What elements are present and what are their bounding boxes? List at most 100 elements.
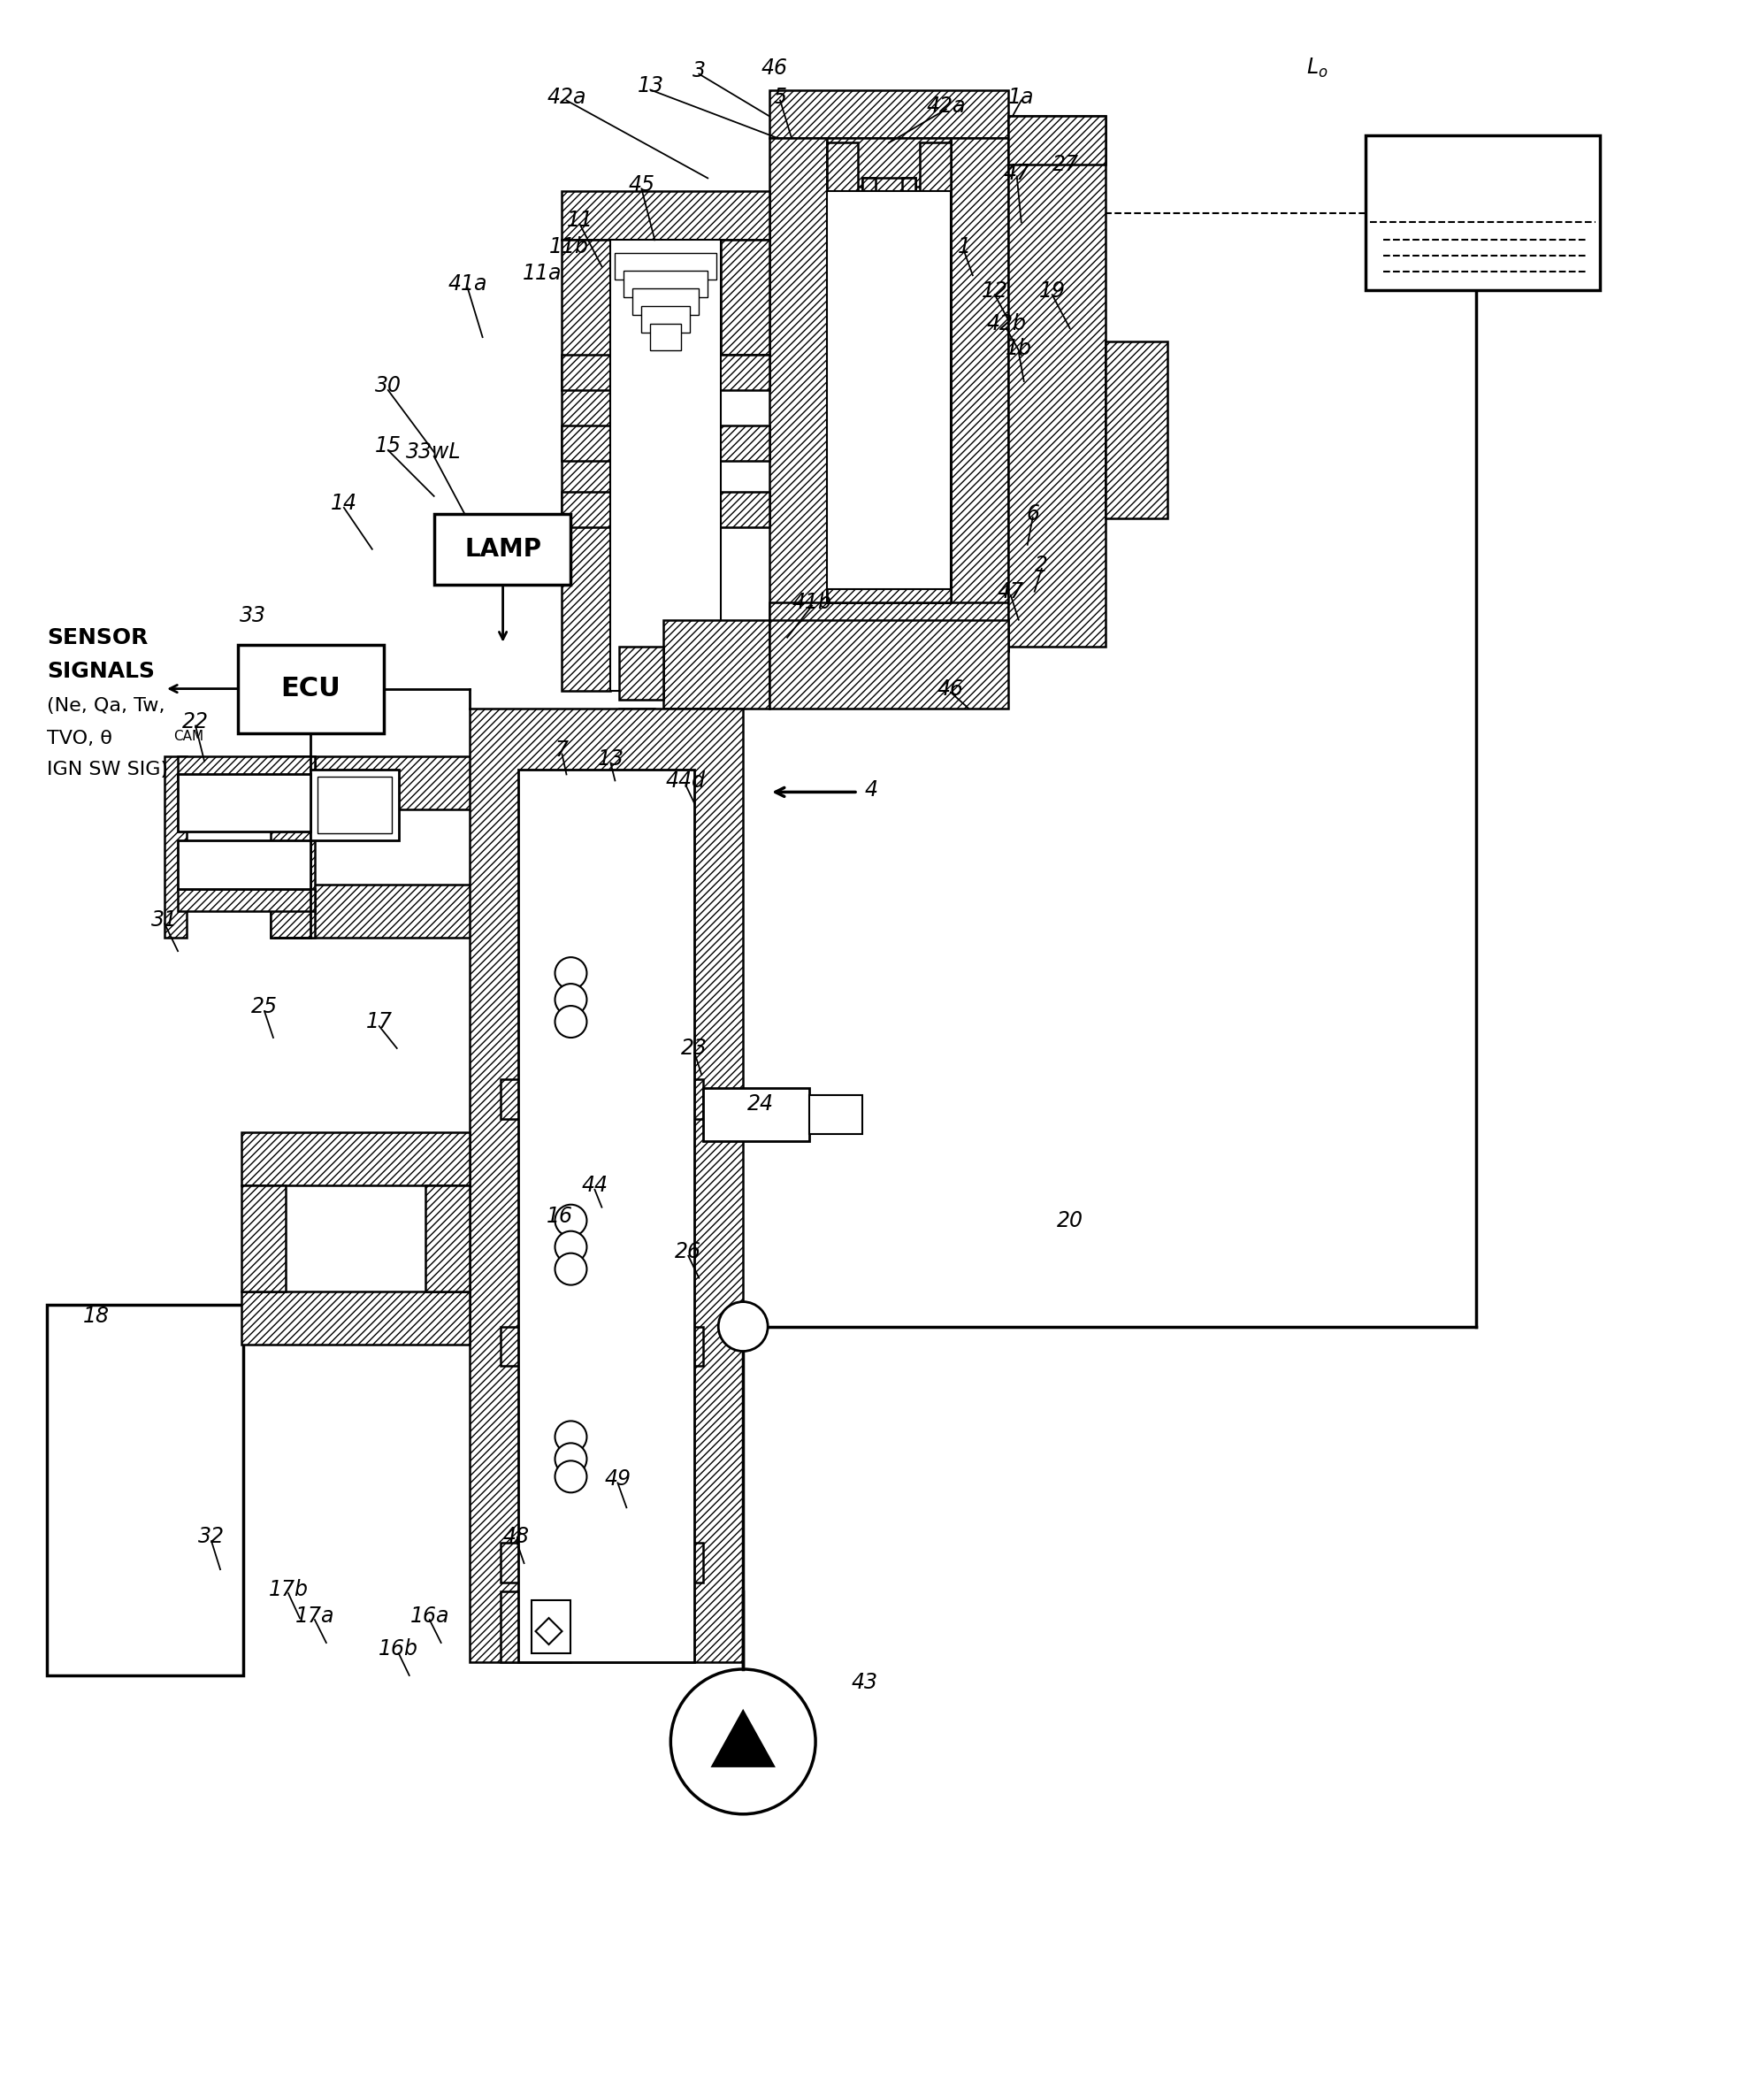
Bar bbox=[500, 1327, 703, 1367]
Text: 33wL: 33wL bbox=[406, 441, 462, 462]
Circle shape bbox=[554, 958, 587, 989]
Text: 1: 1 bbox=[957, 237, 969, 258]
Bar bbox=[703, 1088, 809, 1140]
Text: 11b: 11b bbox=[549, 237, 589, 258]
Bar bbox=[618, 1415, 672, 1529]
Bar bbox=[827, 143, 858, 603]
Text: 19: 19 bbox=[1039, 281, 1065, 302]
Bar bbox=[862, 514, 915, 559]
Text: 3: 3 bbox=[691, 59, 705, 82]
Text: 16b: 16b bbox=[379, 1638, 419, 1659]
Bar bbox=[532, 1415, 584, 1529]
Bar bbox=[827, 554, 950, 603]
Bar bbox=[827, 139, 950, 187]
Bar bbox=[241, 1132, 469, 1184]
Bar bbox=[561, 239, 610, 691]
Bar bbox=[177, 888, 314, 911]
Circle shape bbox=[554, 1422, 587, 1453]
Bar bbox=[532, 956, 584, 1071]
Text: ECU: ECU bbox=[280, 676, 340, 701]
Bar bbox=[1007, 115, 1105, 647]
Bar bbox=[318, 777, 391, 834]
Text: 2: 2 bbox=[1035, 554, 1047, 575]
Circle shape bbox=[554, 1462, 587, 1493]
Text: 27: 27 bbox=[1051, 153, 1079, 176]
Bar bbox=[769, 619, 1007, 708]
Bar bbox=[561, 191, 769, 239]
Bar bbox=[238, 645, 384, 733]
Text: 16: 16 bbox=[545, 1205, 573, 1226]
Bar bbox=[241, 1184, 285, 1292]
Circle shape bbox=[554, 1254, 587, 1285]
Bar bbox=[950, 139, 1007, 651]
Bar bbox=[241, 1292, 469, 1344]
Text: 16a: 16a bbox=[410, 1606, 450, 1628]
Bar bbox=[641, 307, 690, 332]
Text: SIGNALS: SIGNALS bbox=[47, 659, 155, 682]
Bar bbox=[500, 1079, 703, 1119]
Bar bbox=[518, 771, 695, 1661]
Text: 7: 7 bbox=[556, 739, 568, 760]
Bar bbox=[827, 191, 950, 588]
Bar bbox=[500, 1592, 570, 1661]
Bar bbox=[177, 840, 311, 888]
Bar bbox=[618, 708, 655, 756]
Text: 5: 5 bbox=[773, 86, 787, 107]
Text: 48: 48 bbox=[502, 1527, 530, 1548]
Text: TVO, θ: TVO, θ bbox=[47, 731, 113, 748]
Circle shape bbox=[717, 1302, 768, 1350]
Text: 30: 30 bbox=[375, 376, 401, 397]
Text: 24: 24 bbox=[747, 1094, 773, 1115]
Bar bbox=[165, 756, 186, 939]
Bar bbox=[532, 1203, 584, 1317]
Text: LAMP: LAMP bbox=[464, 538, 540, 561]
Bar bbox=[532, 1600, 570, 1653]
Text: 13: 13 bbox=[637, 76, 664, 97]
Text: 11a: 11a bbox=[523, 262, 563, 284]
Text: 11: 11 bbox=[566, 210, 592, 231]
Bar bbox=[177, 756, 314, 779]
Text: 12: 12 bbox=[981, 281, 1007, 302]
Circle shape bbox=[554, 983, 587, 1016]
Bar bbox=[426, 1184, 469, 1292]
Bar bbox=[618, 647, 664, 699]
Text: 42a: 42a bbox=[926, 94, 966, 115]
Text: 33: 33 bbox=[240, 605, 266, 626]
Text: 31: 31 bbox=[151, 909, 177, 930]
Text: 17b: 17b bbox=[267, 1579, 307, 1600]
Text: 49: 49 bbox=[604, 1468, 631, 1489]
Text: 45: 45 bbox=[629, 174, 655, 195]
Text: 47: 47 bbox=[1002, 164, 1030, 185]
Text: SENSOR: SENSOR bbox=[47, 628, 148, 649]
Circle shape bbox=[670, 1670, 815, 1814]
Bar bbox=[862, 178, 915, 223]
Text: 42a: 42a bbox=[547, 86, 585, 107]
Bar bbox=[271, 884, 561, 939]
Bar bbox=[561, 491, 769, 527]
Text: 4: 4 bbox=[863, 779, 877, 800]
Circle shape bbox=[554, 1205, 587, 1237]
Bar bbox=[809, 1094, 862, 1134]
Bar bbox=[632, 288, 698, 315]
Bar bbox=[271, 756, 314, 939]
Text: 13: 13 bbox=[598, 750, 624, 771]
Text: $L_o$: $L_o$ bbox=[1306, 57, 1327, 80]
Bar bbox=[769, 90, 1007, 139]
Bar bbox=[875, 223, 902, 515]
Text: 1a: 1a bbox=[1007, 86, 1034, 107]
Bar bbox=[610, 239, 721, 691]
Bar bbox=[434, 514, 570, 584]
Text: 14: 14 bbox=[330, 493, 358, 514]
Text: 1b: 1b bbox=[1006, 338, 1032, 359]
Text: IGN SW SIG): IGN SW SIG) bbox=[47, 760, 168, 779]
Text: 22: 22 bbox=[182, 710, 208, 733]
Bar bbox=[618, 1203, 672, 1317]
Bar bbox=[469, 708, 743, 1661]
Text: 46: 46 bbox=[936, 678, 964, 699]
Text: 26: 26 bbox=[674, 1241, 702, 1262]
Bar bbox=[919, 143, 950, 603]
Text: 43: 43 bbox=[851, 1672, 877, 1693]
Bar bbox=[618, 956, 672, 1071]
Text: 25: 25 bbox=[252, 995, 278, 1016]
Bar bbox=[1105, 342, 1167, 519]
